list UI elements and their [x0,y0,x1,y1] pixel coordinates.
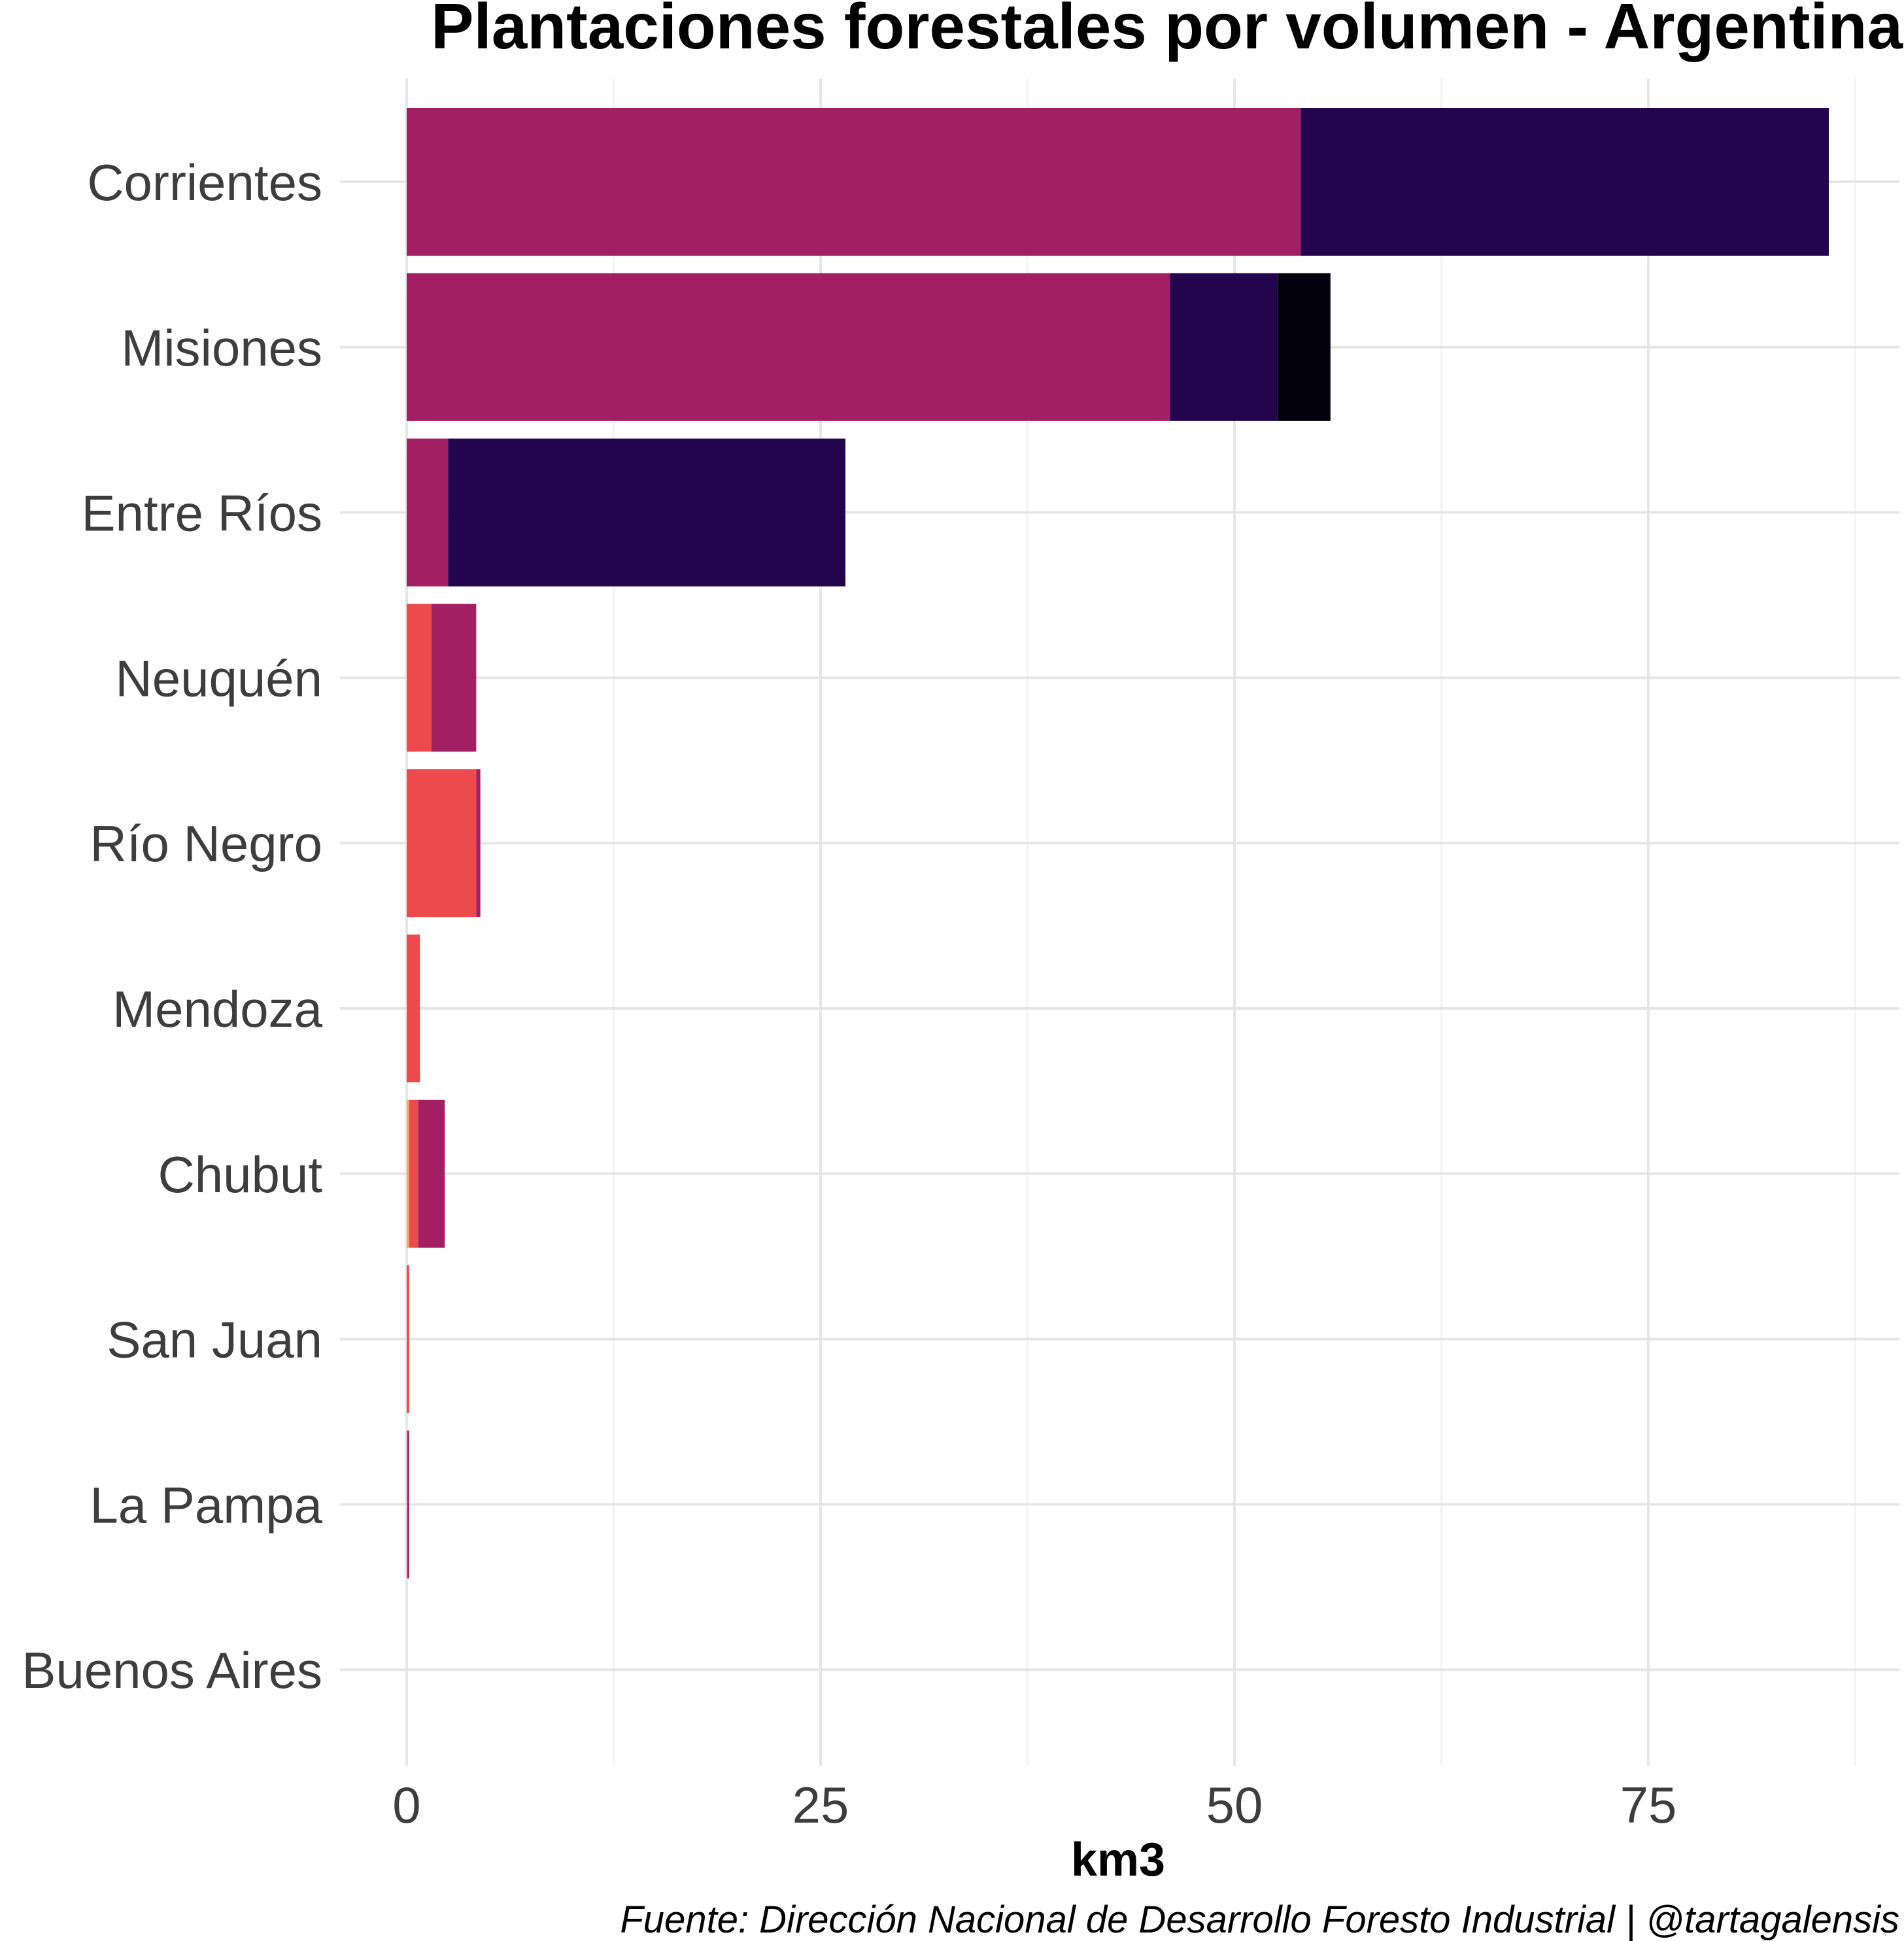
y-tick-label: Corrientes [87,154,322,211]
x-axis-title: km3 [1071,1834,1165,1886]
bar-segment [1300,108,1829,256]
bar-segment [407,108,1301,256]
y-tick-label: Chubut [158,1146,322,1203]
y-tick-label: Entre Ríos [82,485,322,542]
bar-segment [407,935,420,1082]
y-tick-label: Río Negro [90,815,323,872]
y-axis-tick-labels: Corrientes Misiones Entre Ríos Neuquén Río N… [22,154,322,1699]
y-tick-label: La Pampa [90,1476,322,1534]
x-tick-label: 75 [1620,1776,1677,1834]
bar-segment [431,604,477,752]
bar-segment [407,1430,409,1579]
bar-segment [448,438,845,587]
bar-segment [407,273,1170,421]
y-tick-label: Buenos Aires [22,1641,322,1699]
x-axis-tick-labels: 0 25 50 75 [392,1776,1676,1834]
bar-segments [407,108,1829,1579]
x-tick-label: 25 [792,1776,849,1834]
x-tick-label: 50 [1206,1776,1263,1834]
bar-segment [407,604,432,752]
bar-segment [407,438,449,587]
y-tick-label: Misiones [121,319,322,377]
bar-segment [409,1099,418,1248]
bar-segment [418,1099,445,1248]
x-tick-label: 0 [392,1776,420,1834]
chart-title: Plantaciones forestales por volumen - Ar… [431,0,1903,62]
bar-segment [476,769,481,918]
y-tick-label: San Juan [107,1311,322,1369]
bar-segment [1170,273,1278,421]
y-tick-label: Mendoza [112,980,322,1038]
bar-segment [1277,273,1331,421]
y-tick-label: Neuquén [115,649,322,707]
bar-segment [407,769,477,918]
bar-segment [407,1099,409,1248]
bar-segment [407,1265,409,1413]
chart-caption: Fuente: Dirección Nacional de Desarrollo… [620,1898,1899,1941]
